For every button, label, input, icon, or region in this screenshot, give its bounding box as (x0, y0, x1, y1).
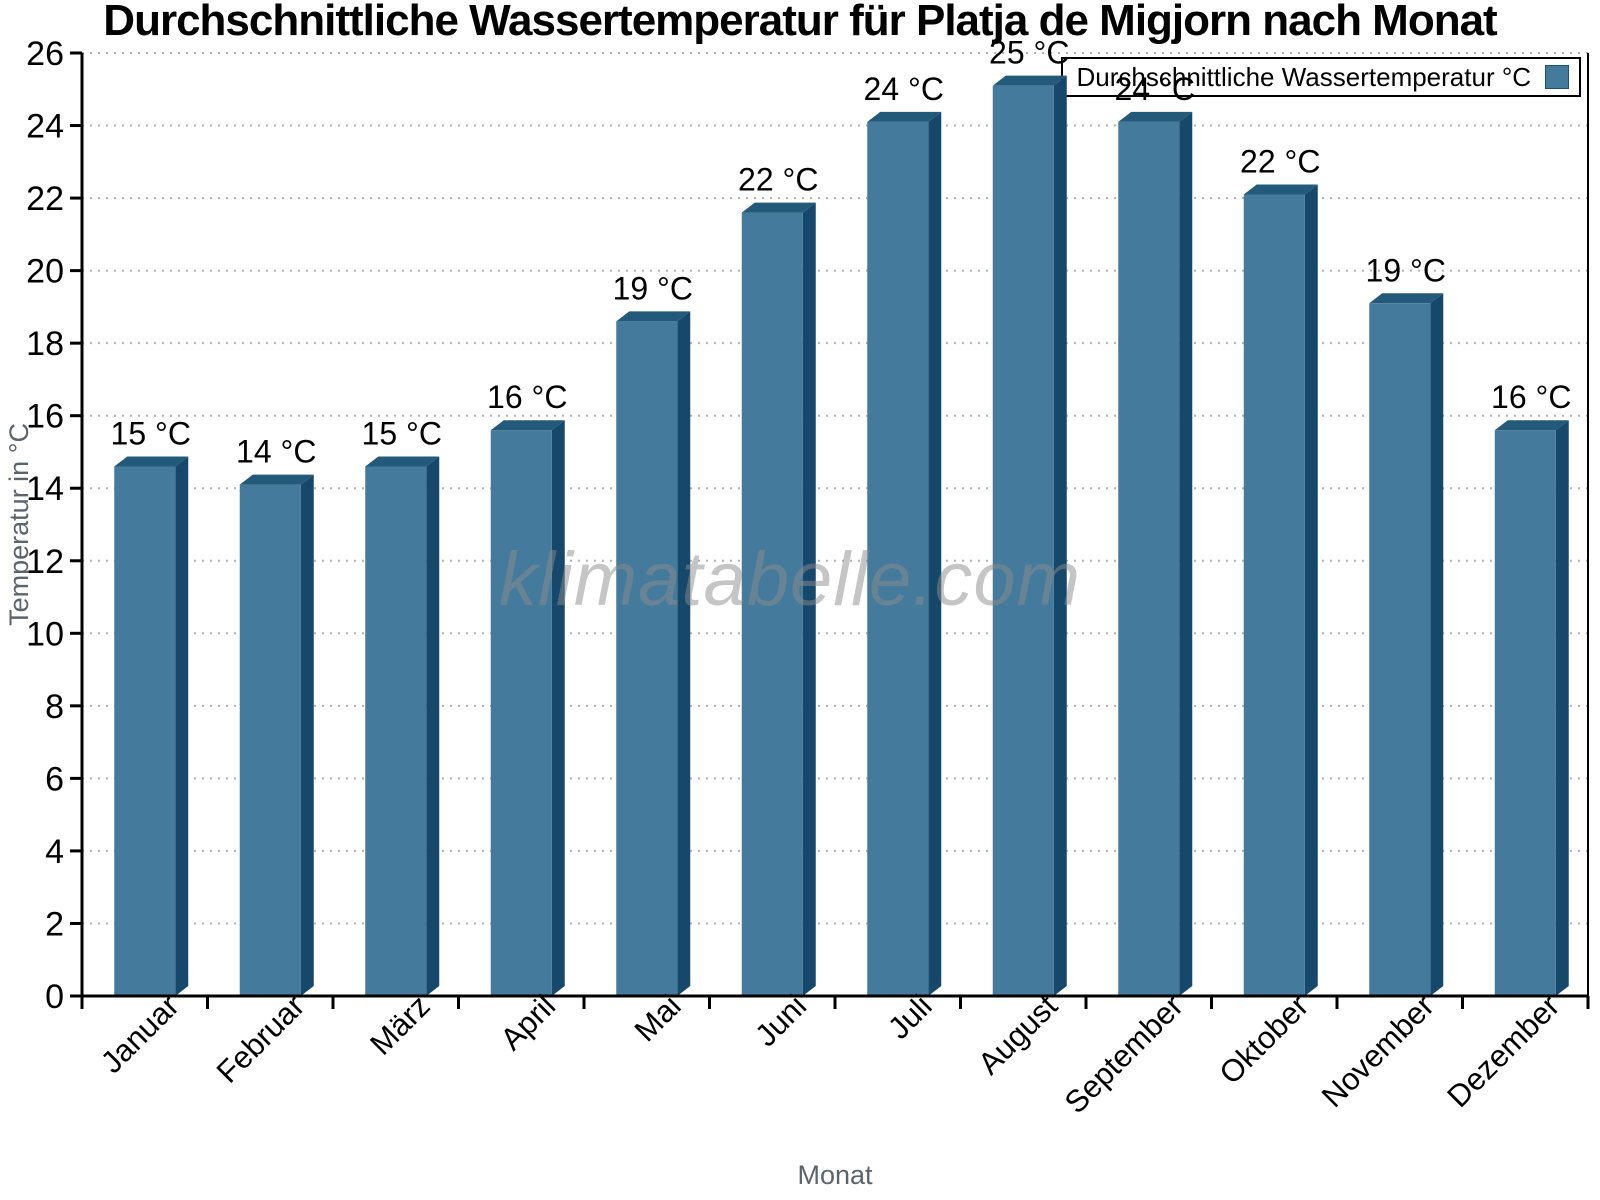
bar (1494, 430, 1556, 996)
bar-top-face (741, 202, 816, 213)
x-tick-label: November (1315, 988, 1441, 1114)
legend-color-marker-icon (1545, 65, 1569, 89)
bar (616, 321, 678, 996)
bar-side-face (928, 111, 942, 996)
chart-title: Durchschnittliche Wassertemperatur für P… (103, 0, 1497, 45)
bar-value-label: 22 °C (738, 162, 818, 198)
bar (365, 466, 427, 996)
y-tick-label: 2 (45, 905, 64, 943)
x-tick-label: März (363, 988, 436, 1061)
bar-side-face (677, 311, 691, 996)
bar-side-face (1555, 420, 1569, 996)
bar-value-label: 16 °C (1491, 379, 1571, 415)
bar-value-label: 22 °C (1240, 143, 1320, 179)
bar-top-face (490, 420, 565, 431)
bar-value-label: 16 °C (487, 379, 567, 415)
bar-top-face (1243, 184, 1318, 195)
x-tick-label: Februar (210, 988, 312, 1090)
x-axis-title: Monat (797, 1160, 873, 1190)
bar-top-face (1369, 293, 1444, 304)
bar-value-label: 15 °C (362, 415, 442, 451)
bar (1243, 194, 1305, 996)
bar-top-face (114, 456, 189, 467)
y-tick-label: 24 (26, 108, 64, 146)
bar-side-face (175, 456, 189, 996)
bar (239, 484, 301, 996)
x-tick-label: Juni (748, 988, 813, 1053)
bar-top-face (1118, 111, 1193, 122)
bar-value-label: 24 °C (1115, 71, 1195, 107)
x-tick-label: Dezember (1440, 988, 1566, 1114)
y-tick-label: 4 (45, 833, 64, 871)
bar-side-face (1053, 75, 1067, 996)
x-tick-label: Oktober (1212, 988, 1315, 1091)
y-tick-label: 6 (45, 760, 64, 798)
bar-value-label: 19 °C (1366, 252, 1446, 288)
bar-value-label: 24 °C (864, 71, 944, 107)
y-tick-label: 20 (26, 253, 64, 291)
bar-top-face (867, 111, 942, 122)
y-tick-label: 14 (26, 470, 64, 508)
x-tick-label: Januar (94, 988, 186, 1080)
y-tick-label: 8 (45, 688, 64, 726)
bar (992, 85, 1054, 996)
bar (114, 466, 176, 996)
bar-top-face (616, 311, 691, 322)
bar-top-face (992, 75, 1067, 86)
bar (1369, 303, 1431, 996)
bar-value-label: 25 °C (989, 35, 1069, 71)
bar (741, 212, 803, 997)
bar-side-face (300, 474, 314, 996)
bar-side-face (1179, 111, 1193, 996)
x-tick-label: August (971, 988, 1064, 1081)
bar-top-face (239, 474, 314, 485)
legend: Durchschnittliche Wassertemperatur °C (1060, 57, 1581, 97)
y-tick-label: 12 (26, 543, 64, 581)
y-tick-label: 22 (26, 180, 64, 218)
bar (1118, 121, 1180, 996)
bar-side-face (426, 456, 440, 996)
x-tick-label: September (1058, 988, 1190, 1120)
x-tick-label: April (494, 988, 563, 1057)
legend-series-label: Durchschnittliche Wassertemperatur °C (1076, 61, 1531, 92)
y-tick-label: 0 (45, 978, 64, 1016)
bar-top-face (1494, 420, 1569, 431)
bar-value-label: 15 °C (111, 415, 191, 451)
bar (490, 430, 552, 996)
bar-side-face (802, 202, 816, 997)
bar-value-label: 19 °C (613, 270, 693, 306)
y-tick-label: 26 (26, 35, 64, 73)
y-tick-label: 18 (26, 325, 64, 363)
y-tick-label: 10 (26, 615, 64, 653)
bar-top-face (365, 456, 440, 467)
y-tick-label: 16 (26, 398, 64, 436)
bar-side-face (1304, 184, 1318, 996)
bar-side-face (1430, 293, 1444, 996)
bar-value-label: 14 °C (236, 434, 316, 470)
bar-side-face (551, 420, 565, 996)
bar (867, 121, 929, 996)
